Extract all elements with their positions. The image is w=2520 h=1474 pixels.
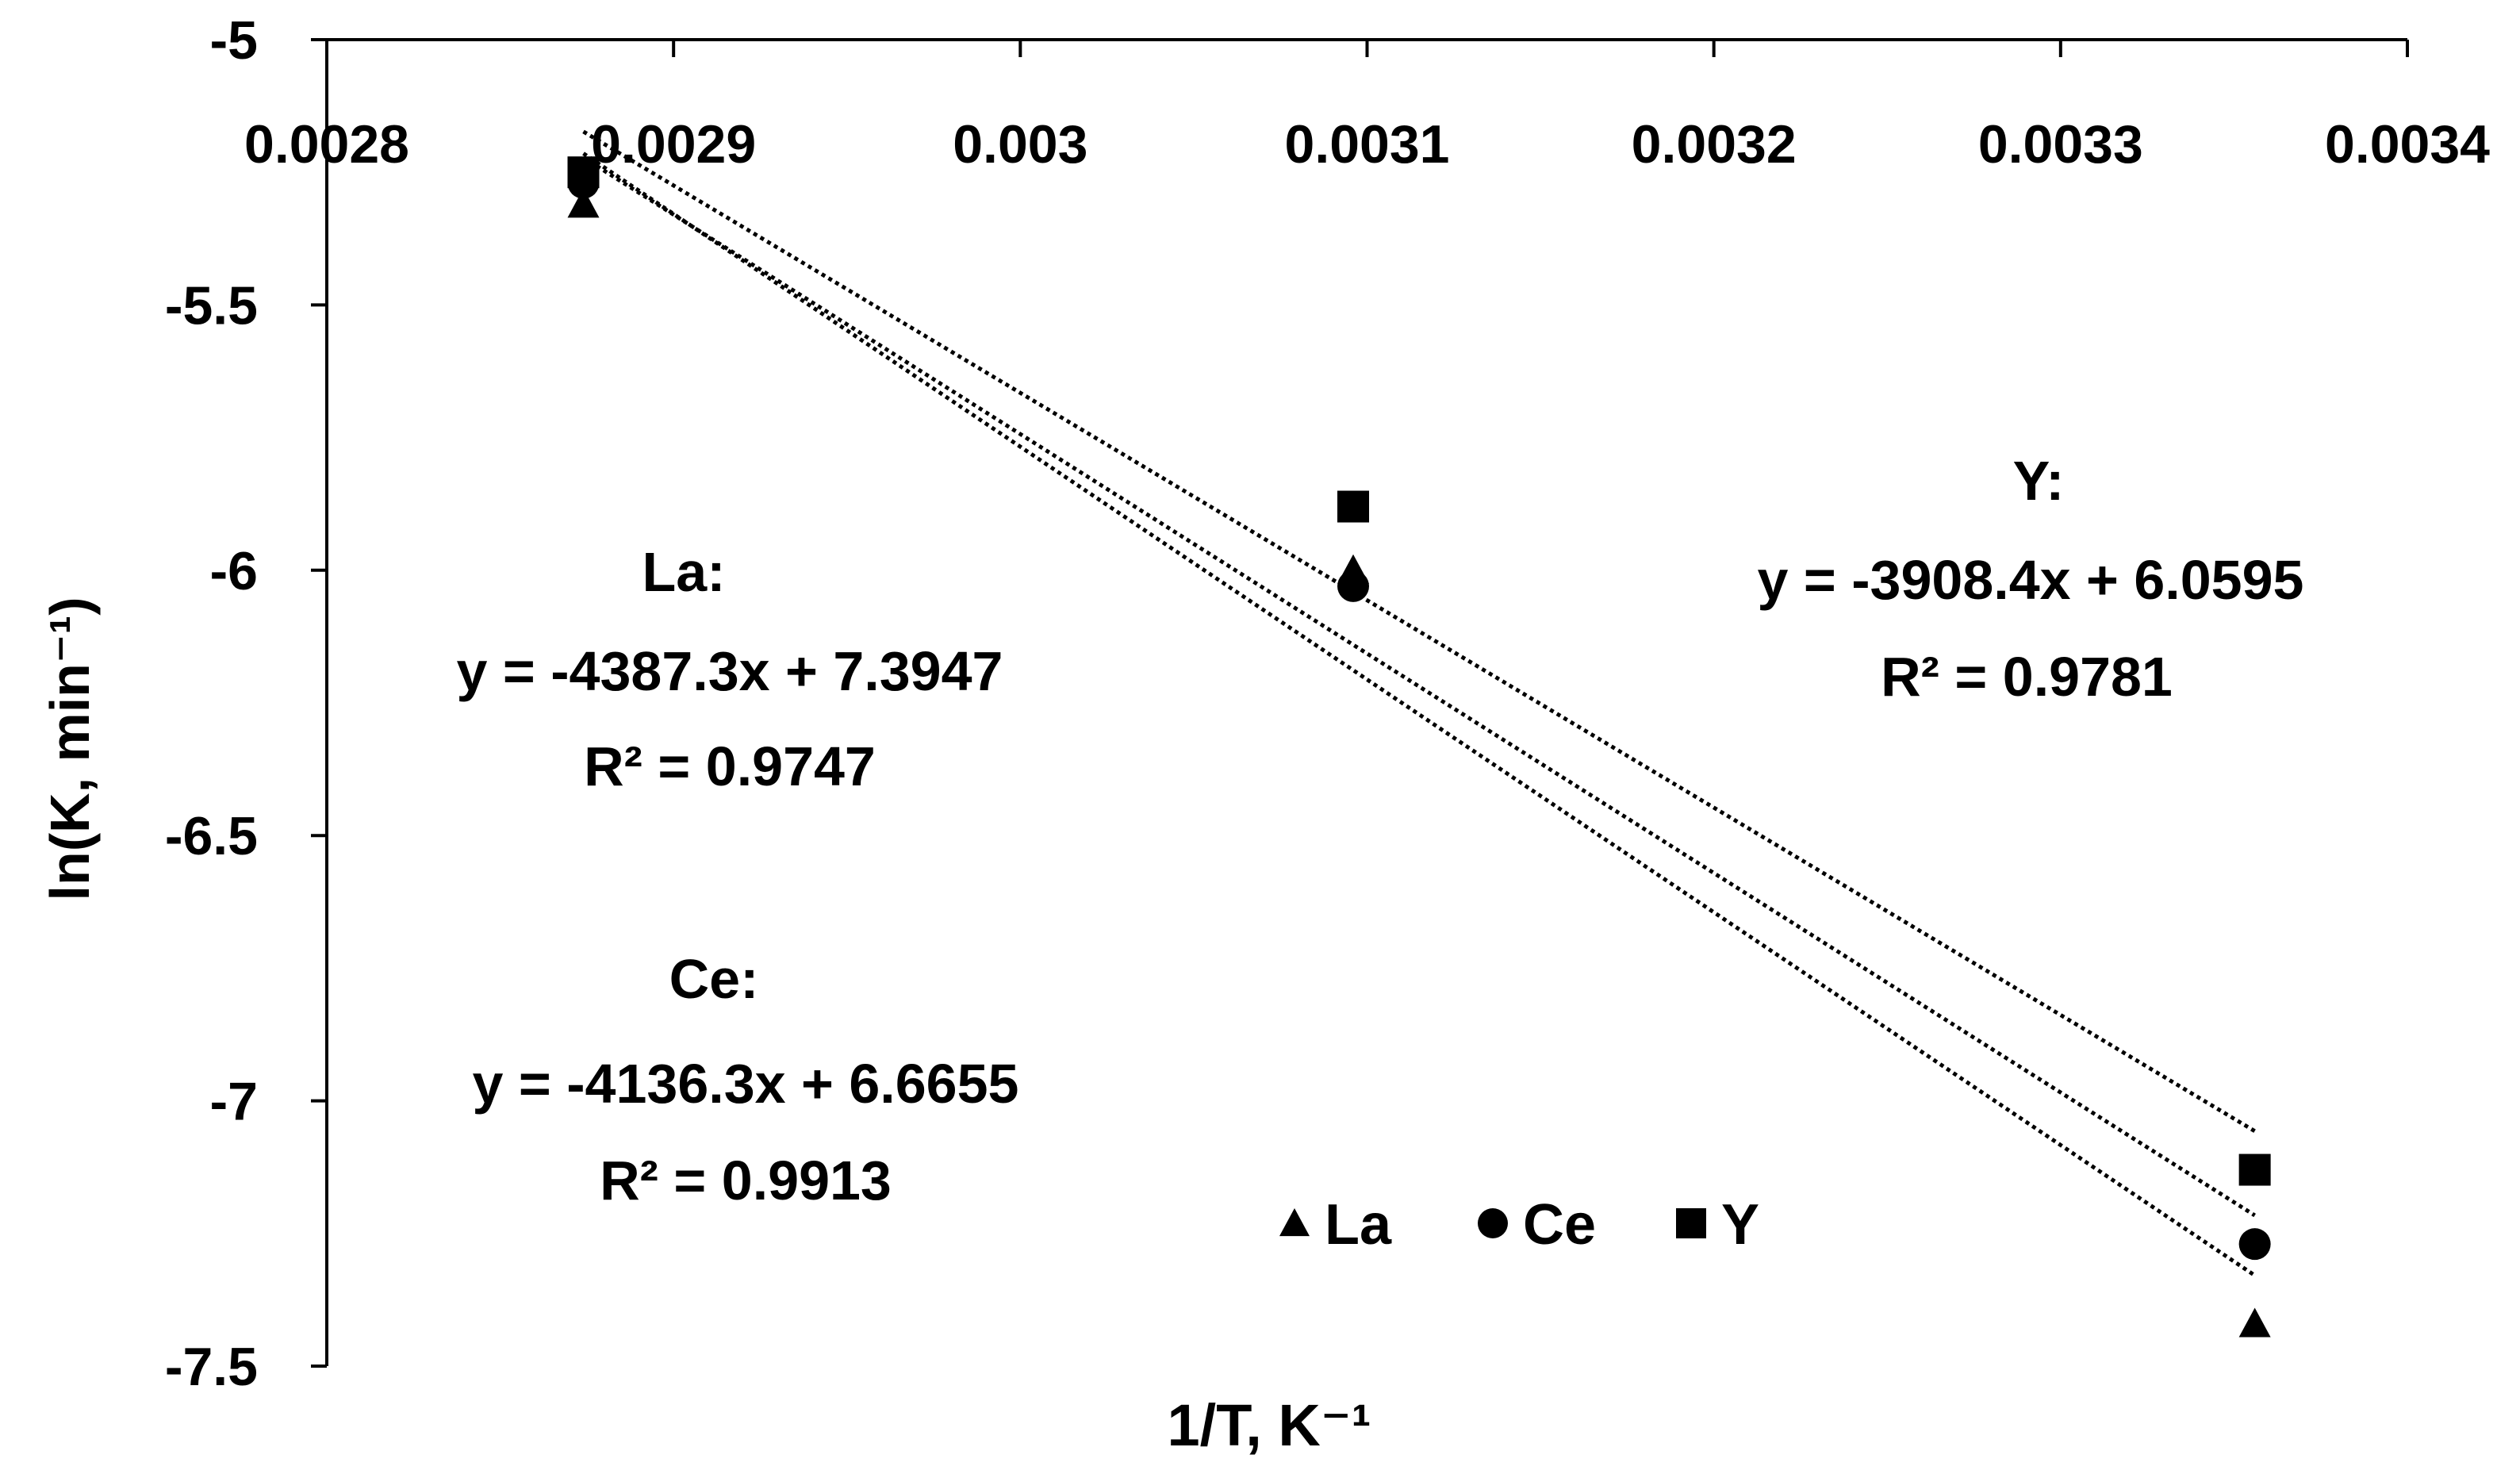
legend-marker-la: [1279, 1208, 1310, 1237]
data-point-la-2: [2238, 1307, 2271, 1338]
equation-ce: Ce: y = -4136.3x + 6.6655 R² = 0.9913: [473, 948, 1019, 1211]
y-tick-label--5: -5: [210, 10, 258, 71]
data-point-y-0: [567, 156, 600, 189]
equation-ce-formula: y = -4136.3x + 6.6655: [473, 1053, 1019, 1115]
x-tick-label-0-0033: 0.0033: [1978, 114, 2143, 175]
x-tick-label-0-0034: 0.0034: [2325, 114, 2490, 175]
trendline-la: [582, 152, 2257, 1277]
data-point-y-2: [2238, 1153, 2271, 1186]
x-tick-label-0-0032: 0.0032: [1632, 114, 1797, 175]
equation-y-r2: R² = 0.9781: [1881, 646, 2173, 708]
equation-y: Y: y = -3908.4x + 6.0595 R² = 0.9781: [1758, 450, 2304, 708]
legend-marker-y: [1676, 1208, 1706, 1238]
legend-marker-ce: [1478, 1208, 1508, 1238]
x-tick-label-0-003: 0.003: [953, 114, 1087, 175]
y-tick-label--7: -7: [210, 1072, 258, 1132]
x-axis-label: 1/T, K⁻¹: [1168, 1392, 1371, 1458]
x-tick-label-0-0029: 0.0029: [591, 114, 756, 175]
legend: La Ce Y: [1279, 1193, 1759, 1257]
y-tick-label--6-5: -6.5: [165, 806, 258, 866]
legend-label-ce: Ce: [1523, 1193, 1596, 1257]
tick-labels: 0.0028 0.0029 0.003 0.0031 0.0032 0.0033 0.003…: [165, 10, 2490, 1397]
equation-la: La: y = -4387.3x + 7.3947 R² = 0.9747: [457, 541, 1003, 797]
data-point-ce-1: [1337, 570, 1370, 602]
data-point-la-0: [567, 188, 600, 218]
legend-label-y: Y: [1721, 1193, 1759, 1257]
trendline-equations: La: y = -4387.3x + 7.3947 R² = 0.9747 Ce…: [457, 450, 2304, 1211]
data-point-ce-2: [2238, 1228, 2271, 1261]
equation-y-title: Y:: [2013, 450, 2065, 512]
y-tick-label--7-5: -7.5: [165, 1337, 258, 1397]
y-tick-label--6: -6: [210, 541, 258, 601]
data-markers: [567, 156, 2271, 1338]
y-tick-label--5-5: -5.5: [165, 275, 258, 336]
data-point-y-1: [1337, 490, 1370, 523]
equation-la-formula: y = -4387.3x + 7.3947: [457, 640, 1003, 702]
equation-y-formula: y = -3908.4x + 6.0595: [1758, 549, 2304, 611]
x-tick-label-0-0028: 0.0028: [244, 114, 409, 175]
equation-la-r2: R² = 0.9747: [584, 735, 876, 797]
y-axis-label: ln(K, min⁻¹): [39, 597, 101, 901]
trendlines: [582, 129, 2257, 1277]
legend-label-la: La: [1325, 1193, 1392, 1257]
equation-ce-title: Ce:: [669, 948, 759, 1010]
equation-la-title: La:: [642, 541, 726, 603]
x-tick-label-0-0031: 0.0031: [1285, 114, 1450, 175]
equation-ce-r2: R² = 0.9913: [600, 1150, 892, 1211]
trendline-y: [582, 129, 2256, 1133]
